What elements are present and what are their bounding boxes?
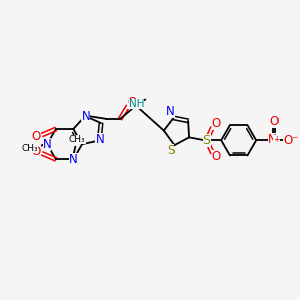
- Text: +: +: [273, 135, 280, 144]
- Text: O: O: [269, 115, 278, 128]
- Text: N: N: [268, 133, 277, 146]
- Text: N: N: [69, 153, 78, 166]
- Text: N: N: [82, 110, 90, 124]
- Text: CH₃: CH₃: [21, 144, 38, 153]
- Text: N: N: [96, 133, 105, 146]
- Text: O: O: [127, 96, 136, 109]
- Text: N: N: [268, 133, 277, 146]
- Text: N: N: [166, 105, 175, 118]
- Text: O: O: [212, 117, 221, 130]
- Text: NH: NH: [129, 99, 144, 109]
- Text: O: O: [32, 130, 41, 143]
- Text: N: N: [43, 139, 51, 149]
- Text: O: O: [32, 130, 41, 143]
- Text: +: +: [273, 135, 280, 144]
- Text: O: O: [212, 150, 221, 163]
- Text: S: S: [202, 134, 211, 147]
- Text: N: N: [166, 105, 175, 118]
- Text: CH₃: CH₃: [69, 135, 85, 144]
- Text: S: S: [202, 134, 211, 147]
- Text: N: N: [81, 111, 89, 121]
- Text: O: O: [32, 145, 41, 158]
- Text: N: N: [69, 154, 77, 164]
- Text: CH₃: CH₃: [21, 144, 38, 153]
- Text: N: N: [43, 138, 52, 151]
- Text: O⁻: O⁻: [284, 134, 299, 147]
- Text: O⁻: O⁻: [284, 134, 299, 147]
- Text: N: N: [95, 136, 103, 146]
- Text: S: S: [167, 143, 174, 157]
- Text: NH: NH: [129, 99, 144, 109]
- Text: S: S: [167, 143, 174, 157]
- Text: O: O: [127, 96, 136, 109]
- Text: O: O: [212, 117, 221, 130]
- Text: O: O: [212, 150, 221, 163]
- Text: O: O: [32, 145, 41, 158]
- Text: O: O: [269, 115, 278, 128]
- Text: CH₃: CH₃: [69, 135, 85, 144]
